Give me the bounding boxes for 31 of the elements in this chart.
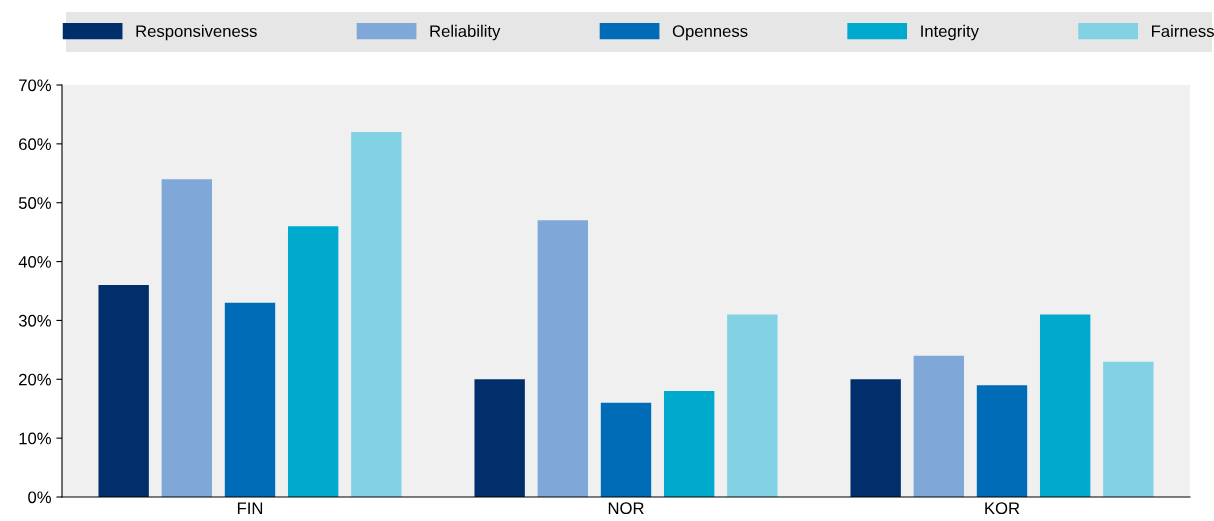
x-tick-label: NOR [608,502,644,515]
y-tick-label: 10% [19,432,51,445]
bar [850,379,901,497]
y-tick-label: 50% [18,197,51,209]
bar [913,355,965,497]
bar [976,385,1028,497]
x-tick-label: FIN [237,502,263,514]
bar [600,402,652,497]
y-tick-label: 60% [19,138,51,151]
bar [474,379,525,497]
y-tick-label: 0% [28,491,51,504]
y-tick-label: 20% [19,373,51,386]
bar [663,391,715,497]
bar [1039,314,1091,497]
bar [537,220,589,497]
legend-label: Fairness [1152,24,1214,38]
x-tick-label: KOR [985,502,1020,515]
bar [224,302,276,497]
bar [1103,361,1154,497]
bar [98,285,149,497]
bar [287,226,339,497]
y-tick-label: 70% [19,79,51,92]
legend-label: Integrity [921,24,979,41]
y-tick-label: 40% [18,255,51,268]
bar [161,179,213,497]
y-tick-label: 30% [18,314,51,327]
bar [351,132,402,497]
legend-label: Reliability [430,24,501,41]
bar [727,314,778,497]
legend-label: Openness [672,25,748,41]
legend-label: Responsiveness [136,24,257,41]
